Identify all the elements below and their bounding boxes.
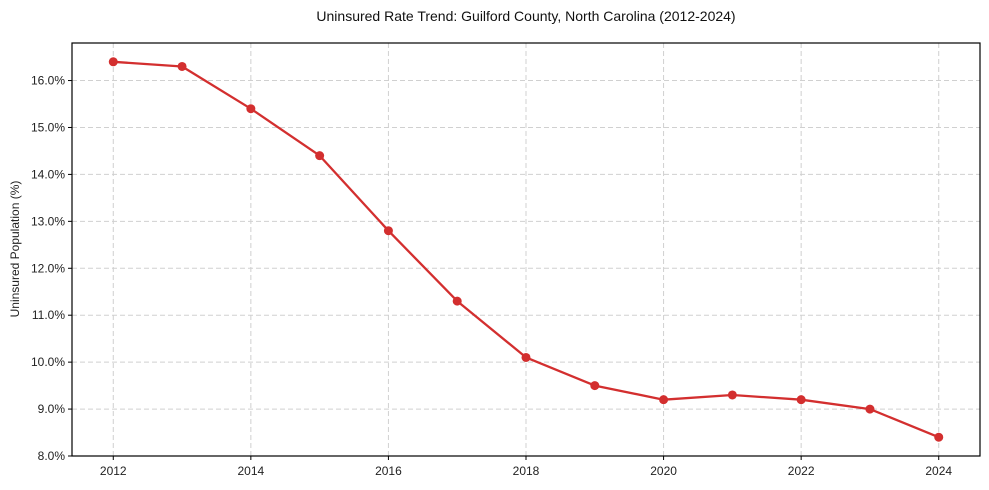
x-tick-label: 2022 <box>788 464 815 478</box>
data-point-marker <box>659 395 669 405</box>
data-point-marker <box>246 104 256 114</box>
y-tick-label: 16.0% <box>31 74 65 88</box>
data-point-marker <box>865 404 875 414</box>
data-point-marker <box>383 226 393 236</box>
data-point-marker <box>796 395 806 405</box>
data-point-marker <box>727 390 737 400</box>
y-tick-label: 13.0% <box>31 214 65 228</box>
uninsured-rate-series <box>108 57 944 442</box>
x-tick-label: 2024 <box>925 464 952 478</box>
x-tick-label: 2012 <box>100 464 127 478</box>
data-point-marker <box>177 61 187 71</box>
y-tick-label: 15.0% <box>31 120 65 134</box>
y-axis-ticks: 8.0% 9.0% 10.0% 11.0% 12.0% 13.0% 14.0% 15.0% 16… <box>31 74 72 463</box>
plot-frame <box>71 42 981 457</box>
y-tick-label: 10.0% <box>31 355 65 369</box>
y-tick-label: 12.0% <box>31 261 65 275</box>
data-point-marker <box>452 296 462 306</box>
data-point-marker <box>934 432 944 442</box>
x-tick-label: 2016 <box>375 464 402 478</box>
x-axis-ticks: 2012 2014 2016 2018 2020 2022 2024 <box>100 456 952 478</box>
data-point-marker <box>590 381 600 391</box>
x-tick-label: 2020 <box>650 464 677 478</box>
x-tick-label: 2014 <box>237 464 264 478</box>
y-tick-label: 11.0% <box>32 308 65 322</box>
grid-lines <box>72 43 980 457</box>
y-axis-label: Uninsured Population (%) <box>8 181 22 318</box>
x-tick-label: 2018 <box>513 464 540 478</box>
y-tick-label: 9.0% <box>38 402 66 416</box>
y-tick-label: 8.0% <box>38 449 66 463</box>
data-point-marker <box>521 352 531 362</box>
data-point-marker <box>108 57 118 67</box>
chart-title: Uninsured Rate Trend: Guilford County, N… <box>316 8 735 24</box>
data-point-marker <box>315 151 325 161</box>
y-tick-label: 14.0% <box>31 167 65 181</box>
